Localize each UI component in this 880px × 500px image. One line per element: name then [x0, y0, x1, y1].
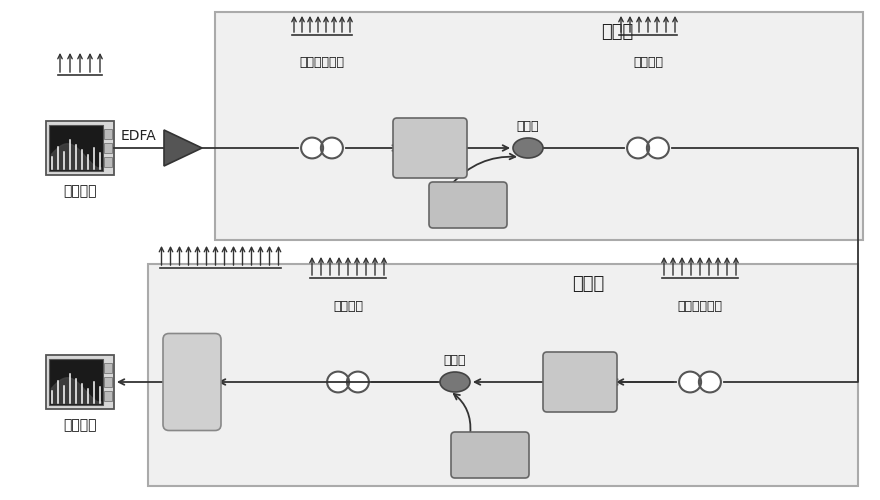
- FancyBboxPatch shape: [104, 391, 112, 401]
- Polygon shape: [164, 130, 202, 166]
- FancyBboxPatch shape: [429, 182, 507, 228]
- FancyBboxPatch shape: [104, 363, 112, 373]
- FancyBboxPatch shape: [49, 359, 103, 405]
- FancyBboxPatch shape: [104, 377, 112, 387]
- FancyBboxPatch shape: [46, 121, 114, 175]
- Text: 光子晶体光纤: 光子晶体光纤: [678, 300, 722, 314]
- FancyBboxPatch shape: [104, 143, 112, 153]
- FancyBboxPatch shape: [49, 125, 103, 171]
- FancyBboxPatch shape: [104, 129, 112, 139]
- FancyBboxPatch shape: [215, 12, 863, 240]
- Ellipse shape: [513, 138, 543, 158]
- FancyBboxPatch shape: [451, 432, 529, 478]
- Ellipse shape: [699, 372, 721, 392]
- Text: 参量光纤: 参量光纤: [633, 56, 663, 68]
- Text: 泵浦光: 泵浦光: [456, 198, 480, 212]
- FancyBboxPatch shape: [46, 355, 114, 409]
- FancyBboxPatch shape: [148, 264, 858, 486]
- Text: 耦合器: 耦合器: [444, 354, 466, 366]
- Text: 最终光谱: 最终光谱: [63, 418, 97, 432]
- Ellipse shape: [301, 138, 323, 158]
- Text: 多次
迭代: 多次 迭代: [184, 367, 201, 397]
- Ellipse shape: [440, 372, 470, 392]
- Text: 参量光纤: 参量光纤: [333, 300, 363, 314]
- Text: 相位匹
配器: 相位匹 配器: [568, 368, 592, 396]
- Text: 光子晶体光纤: 光子晶体光纤: [299, 56, 344, 68]
- Text: 输入光谱: 输入光谱: [63, 184, 97, 198]
- Ellipse shape: [321, 138, 343, 158]
- Ellipse shape: [627, 138, 649, 158]
- Text: 第一级: 第一级: [601, 23, 633, 41]
- Ellipse shape: [679, 372, 701, 392]
- Ellipse shape: [347, 372, 369, 392]
- FancyBboxPatch shape: [163, 334, 221, 430]
- Ellipse shape: [647, 138, 669, 158]
- Text: EDFA: EDFA: [121, 129, 157, 143]
- Text: 第二级: 第二级: [572, 275, 605, 293]
- FancyBboxPatch shape: [543, 352, 617, 412]
- Ellipse shape: [327, 372, 349, 392]
- FancyBboxPatch shape: [104, 157, 112, 167]
- Text: 相位匹
配器: 相位匹 配器: [418, 134, 442, 162]
- Text: 泵浦光: 泵浦光: [478, 448, 502, 462]
- Text: 耦合器: 耦合器: [517, 120, 539, 132]
- FancyBboxPatch shape: [393, 118, 467, 178]
